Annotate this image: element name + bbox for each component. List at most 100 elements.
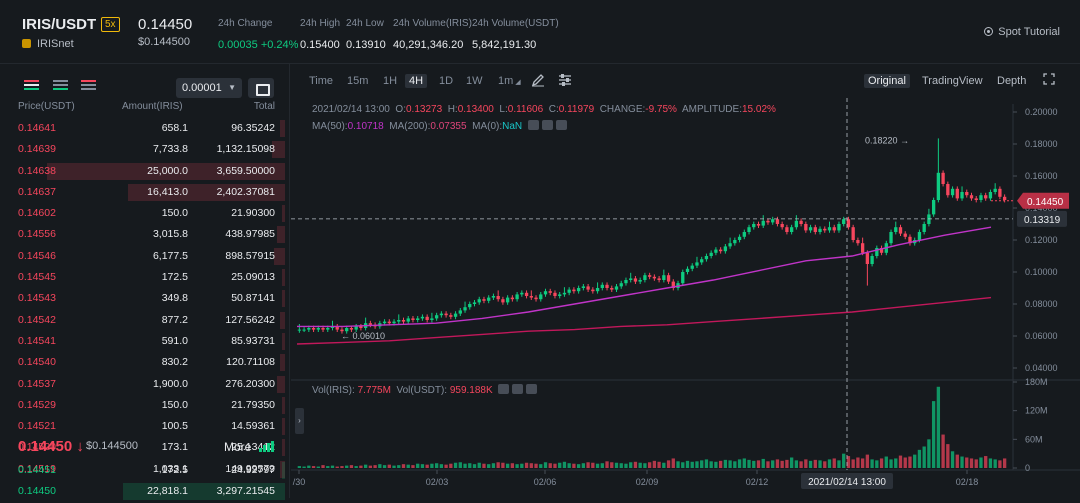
ask-row[interactable]: 0.14540 830.2 120.71108 [0,352,290,373]
view-depth[interactable]: Depth [997,75,1027,87]
spot-tutorial-link[interactable]: Spot Tutorial [984,26,1060,38]
tab-1d[interactable]: 1D [439,75,454,87]
bid-row[interactable]: 0.14451 172.5 24.92797 [0,460,290,481]
candle-body [354,326,358,330]
ask-row[interactable]: 0.14542 877.2 127.56242 [0,310,290,331]
ask-row[interactable]: 0.14641 658.1 96.35242 [0,118,290,139]
ask-row[interactable]: 0.14639 7,733.8 1,132.15098 [0,139,290,160]
orderbook-asks-icon[interactable] [81,80,96,92]
candle-body [1002,196,1007,200]
ohlc-change: -9.75% [645,104,677,115]
tab-4h[interactable]: 4H [405,74,428,88]
fullscreen-icon[interactable] [1043,73,1055,85]
depth-bar [282,332,285,350]
candle-body [534,297,538,300]
ask-row[interactable]: 0.14556 3,015.8 438.97985 [0,224,290,245]
candle-body [477,299,481,303]
indicator-settings-icon[interactable] [558,73,572,87]
ask-row[interactable]: 0.14546 6,177.5 898.57915 [0,246,290,267]
tab-1m[interactable]: 1m ◢ [494,74,525,88]
orderbook-both-icon[interactable] [24,80,39,92]
volume-bar [965,457,969,468]
volume-bar [823,461,827,468]
volume-bar [955,454,959,468]
view-original[interactable]: Original [864,74,910,88]
candle-body [998,188,1002,197]
chevron-right-icon[interactable]: › [295,408,304,434]
coin-name[interactable]: IRISnet [22,38,74,50]
depth-bar [282,418,285,436]
tab-time[interactable]: Time [309,75,334,87]
view-tradingview[interactable]: TradingView [922,75,983,87]
eye-icon[interactable] [498,384,510,394]
col-price-header: Price(USDT) [18,101,75,112]
candle-body [662,275,666,280]
row-amount: 877.2 [161,313,188,326]
candle-body [406,318,410,322]
candle-body [458,310,462,314]
row-total: 85.93731 [231,334,275,347]
candle-body [756,224,761,226]
row-price: 0.14545 [18,271,56,284]
close-icon[interactable] [526,384,538,394]
tab-1w[interactable]: 1W [466,75,483,87]
tab-15m[interactable]: 15m [347,75,369,87]
candle-body [510,297,515,300]
pencil-icon[interactable] [531,73,545,87]
candle-body [586,286,590,290]
depth-bar [282,396,285,414]
ohlc-high-label: H: [447,104,458,115]
ask-row[interactable]: 0.14521 100.5 14.59361 [0,416,290,437]
candle-body [761,220,765,226]
row-price: 0.14540 [18,356,56,369]
ask-row[interactable]: 0.14638 25,000.0 3,659.50000 [0,161,290,182]
bid-row[interactable]: 0.14450 22,818.1 3,297.21545 [0,481,290,502]
settings-icon[interactable] [541,120,553,130]
stat-label: 24h Change [218,18,273,29]
settings-icon[interactable] [512,384,524,394]
tab-1h[interactable]: 1H [383,75,398,87]
ask-row[interactable]: 0.14545 172.5 25.09013 [0,267,290,288]
row-price: 0.14520 [18,441,56,454]
volume-bar [922,446,926,468]
ask-row[interactable]: 0.14637 16,413.0 2,402.37081 [0,182,290,203]
candle-body [576,288,581,292]
candle-body [539,294,543,300]
ask-row[interactable]: 0.14537 1,900.0 276.20300 [0,374,290,395]
more-link[interactable]: More [224,440,252,454]
row-total: 3,297.21545 [216,485,275,498]
candle-body [326,328,330,330]
ma-line [297,226,992,328]
pair-title[interactable]: IRIS/USDT [22,16,97,33]
ask-row[interactable]: 0.14541 591.0 85.93731 [0,331,290,352]
candle-body [657,278,661,280]
stat-24h-change: 24h Change 0.00035 +0.24% [218,18,298,53]
volume-bar [610,462,614,468]
row-total: 24.92797 [231,464,275,476]
orderbook-settings-button[interactable] [248,78,274,98]
candle-body [595,288,600,292]
candle-body [430,318,434,320]
eye-icon[interactable] [527,120,539,130]
candle-body [340,329,344,332]
volume-bar [771,460,775,468]
depth-bar [282,205,285,223]
volume-bar [605,461,609,468]
precision-select[interactable]: 0.00001 ▼ [176,78,242,98]
candle-body [931,200,936,215]
caret-icon: ◢ [515,79,521,86]
candle-body [638,280,642,282]
ask-row[interactable]: 0.14543 349.8 50.87141 [0,288,290,309]
close-icon[interactable] [555,120,567,130]
ask-row[interactable]: 0.14529 150.0 21.79350 [0,395,290,416]
stat-label: 24h Volume(USDT) [472,18,559,29]
stat-label: 24h Volume(IRIS) [393,18,472,29]
price-tick-label: 0.14000 [1025,203,1058,213]
volume-bar [363,464,368,468]
orderbook-bids-icon[interactable] [53,80,68,92]
volume-bar [600,463,604,468]
ask-row[interactable]: 0.14602 150.0 21.90300 [0,203,290,224]
volume-bar [387,464,391,468]
precision-value: 0.00001 [182,82,222,94]
ask-row[interactable]: 0.14519 1,033.1 149.99579 [0,459,290,480]
